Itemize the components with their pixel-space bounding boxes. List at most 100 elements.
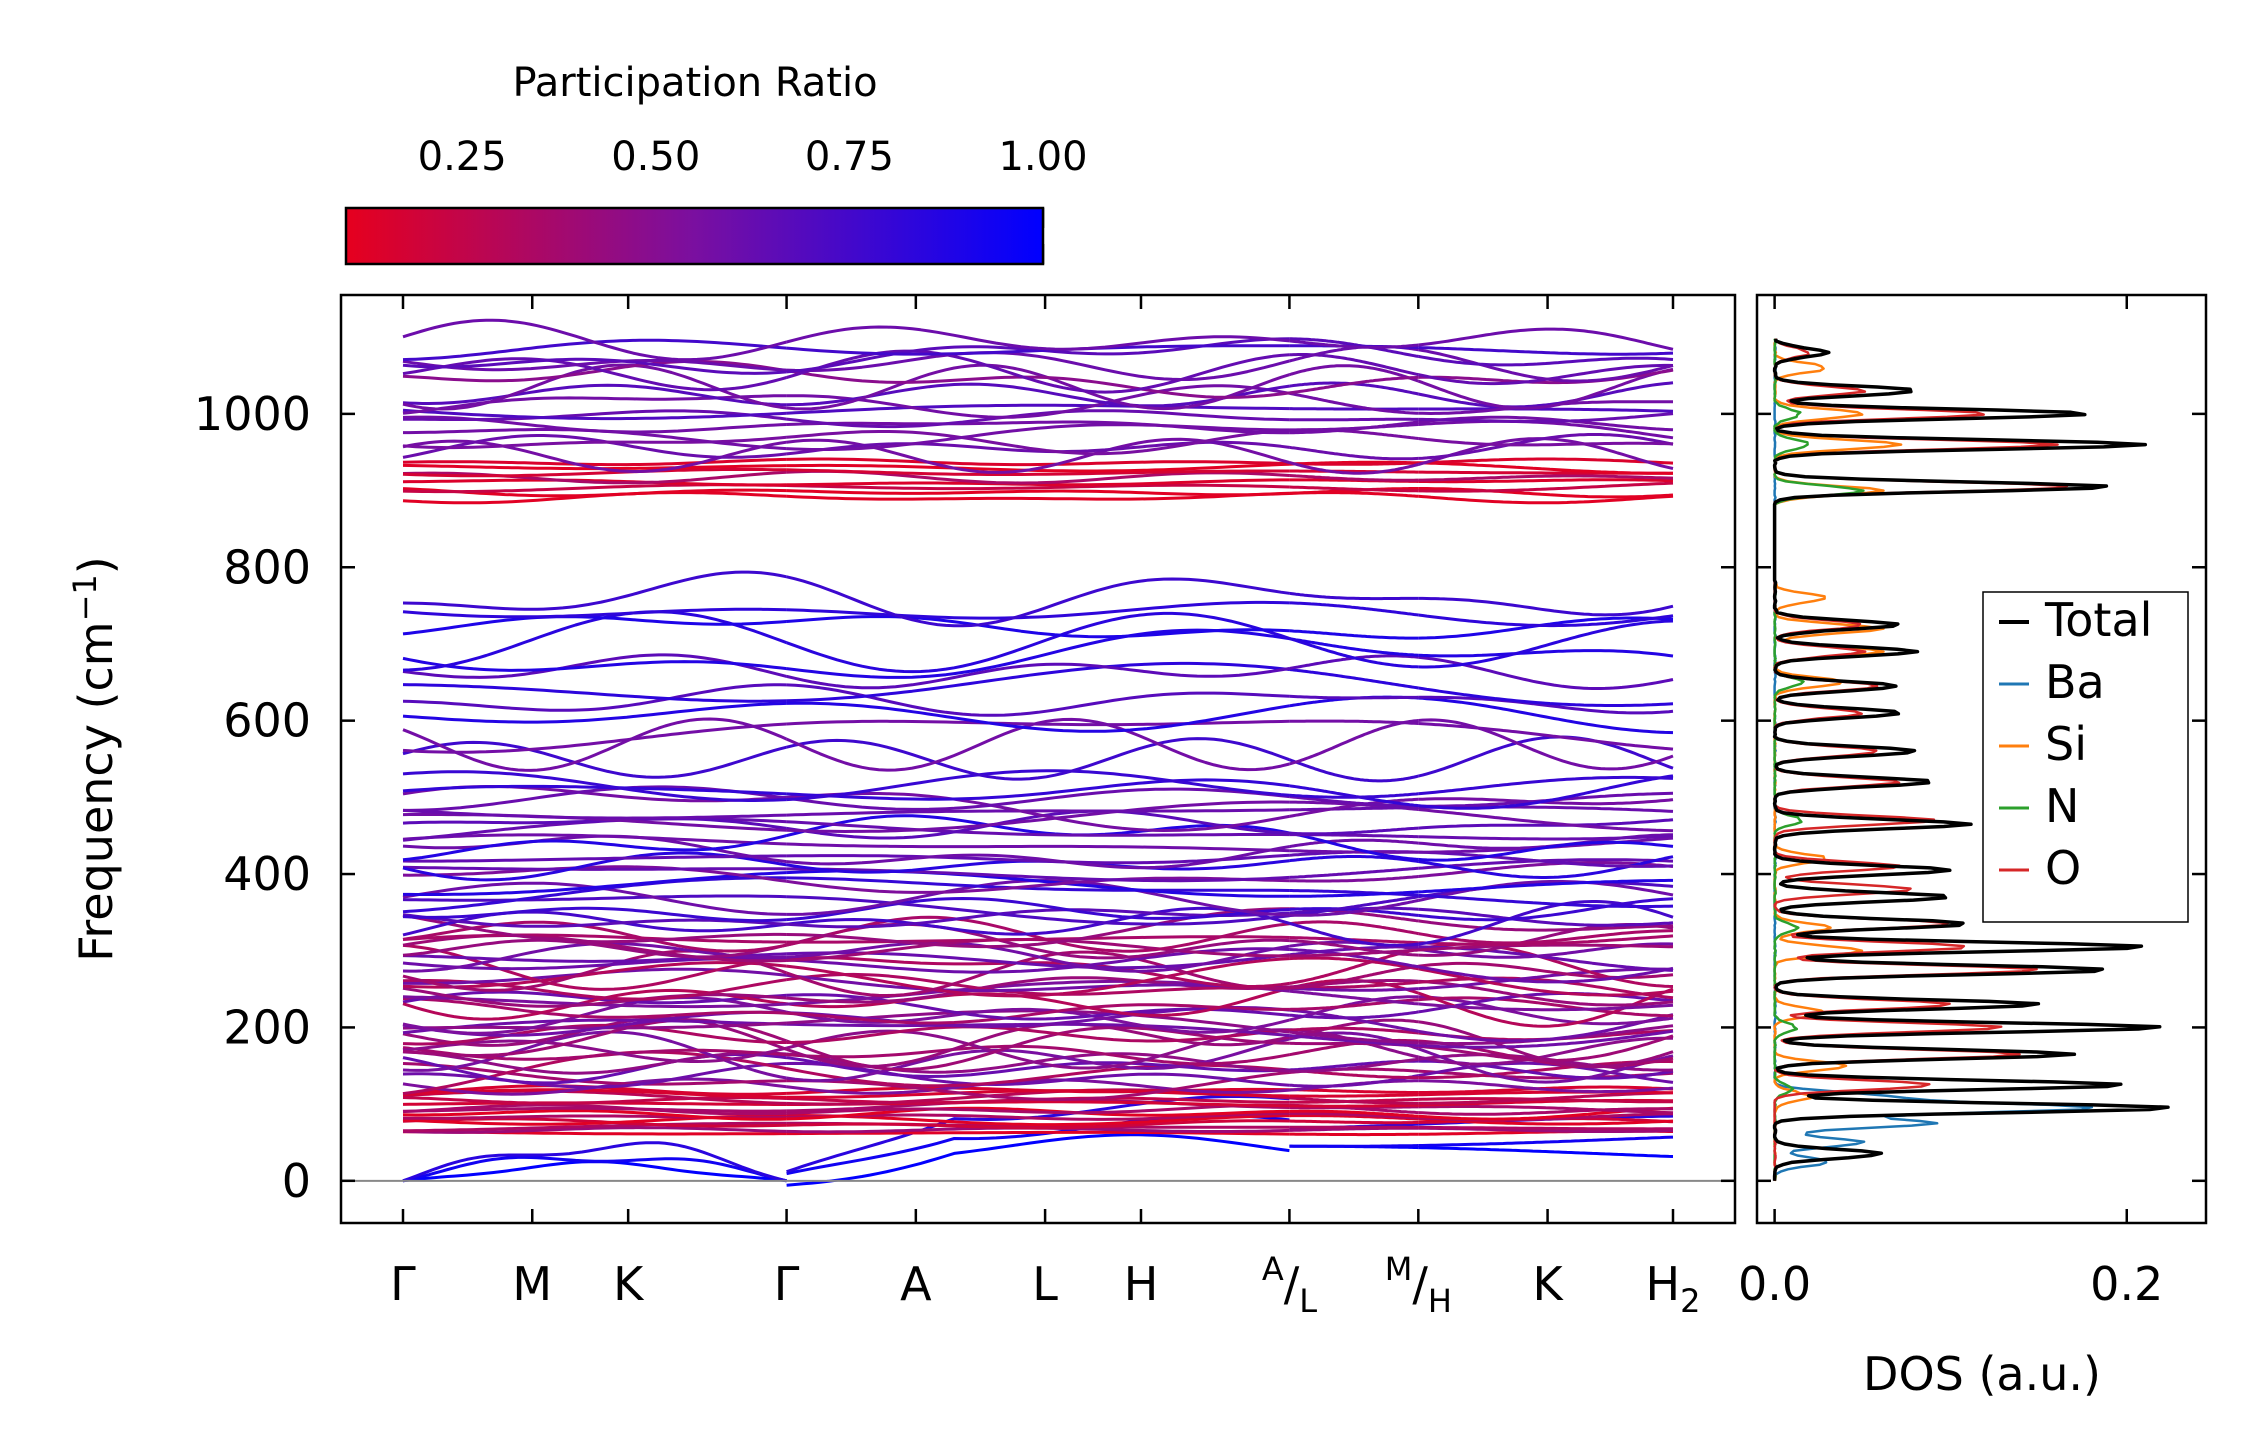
- kpoint-label-base: H: [1646, 1257, 1681, 1311]
- band-line: [1289, 890, 1419, 898]
- band-line: [1418, 649, 1674, 658]
- band-line: [1289, 838, 1419, 849]
- band-line: [1417, 1036, 1673, 1066]
- y-axis-label-sup: −1: [66, 574, 104, 621]
- band-line: [786, 468, 1290, 476]
- band-line: [402, 833, 787, 846]
- band-line: [402, 615, 787, 636]
- band-line: [786, 876, 1290, 894]
- band-line: [1289, 948, 1419, 969]
- band-line: [1289, 1057, 1419, 1073]
- band-line: [786, 1025, 1290, 1044]
- band-line: [1418, 850, 1674, 868]
- band-line: [402, 1023, 787, 1046]
- colorbar-tick-label: 1.00: [998, 134, 1087, 180]
- band-line: [1289, 1008, 1419, 1033]
- band-line: [402, 318, 787, 362]
- band-line: [786, 369, 1290, 399]
- band-line: [786, 457, 1290, 467]
- band-line: [786, 1114, 1290, 1127]
- band-line: [1418, 1029, 1674, 1049]
- band-line: [786, 1007, 1290, 1034]
- band-line: [1289, 806, 1419, 812]
- band-line: [1289, 1034, 1419, 1048]
- band-line: [402, 910, 787, 937]
- band-line: [402, 383, 787, 407]
- band-line: [1289, 995, 1419, 1022]
- band-line: [402, 808, 787, 820]
- band-line: [786, 661, 1290, 703]
- band-line: [1418, 487, 1674, 499]
- band-line: [1418, 878, 1673, 894]
- band-line: [402, 914, 787, 944]
- band-line: [1418, 415, 1674, 432]
- band-line: [786, 869, 1290, 898]
- band-line: [1418, 1020, 1674, 1069]
- band-line: [786, 363, 1290, 411]
- band-line: [786, 808, 1290, 817]
- band-line: [1418, 613, 1674, 628]
- band-line: [402, 784, 787, 796]
- band-line: [786, 382, 1290, 408]
- legend-label: Ba: [2045, 655, 2105, 709]
- band-line: [402, 653, 787, 679]
- band-line: [1418, 655, 1674, 690]
- kpoint-label: M/H: [1385, 1250, 1452, 1320]
- band-line: [786, 1044, 1290, 1066]
- band-line: [786, 423, 1290, 451]
- band-line: [1418, 934, 1674, 946]
- band-line: [786, 1056, 1290, 1078]
- band-line: [1289, 719, 1419, 725]
- band-line: [1289, 694, 1419, 700]
- band-line: [786, 1086, 1290, 1095]
- band-line: [1289, 1088, 1419, 1094]
- band-line: [786, 1112, 1290, 1121]
- band-line: [402, 683, 787, 703]
- band-line: [402, 740, 787, 779]
- band-line: [402, 1141, 787, 1183]
- band-line: [1289, 474, 1419, 482]
- kpoint-label-slash: /: [1412, 1257, 1428, 1311]
- band-line: [786, 683, 1290, 717]
- y-axis-label: Frequency (cm−1): [66, 556, 123, 961]
- band-line: [1289, 920, 1419, 936]
- y-tick-label: 1000: [194, 387, 311, 441]
- band-line: [1418, 1091, 1674, 1105]
- band-line: [1289, 601, 1419, 617]
- band-line: [1418, 965, 1674, 984]
- band-line: [402, 865, 787, 871]
- band-line: [1418, 494, 1674, 505]
- kpoint-label-slash: /: [1284, 1257, 1300, 1311]
- band-line: [1289, 826, 1419, 836]
- band-line: [1418, 696, 1674, 735]
- band-line: [1289, 637, 1419, 657]
- band-line: [786, 1078, 1290, 1095]
- kpoint-label: M: [512, 1257, 552, 1311]
- band-line: [786, 792, 1290, 832]
- band-line: [1289, 461, 1419, 475]
- band-line: [1418, 457, 1674, 465]
- band-line: [402, 865, 787, 883]
- band-line: [1418, 1125, 1673, 1131]
- band-line: [1418, 967, 1674, 997]
- band-line: [1289, 948, 1419, 958]
- band-line: [1289, 849, 1419, 854]
- band-line: [786, 956, 1290, 988]
- band-line: [402, 1096, 787, 1105]
- band-line: [402, 1155, 787, 1183]
- band-line: [786, 403, 1290, 415]
- band-line: [786, 611, 1290, 674]
- y-tick-label: 0: [282, 1154, 311, 1208]
- band-line: [1289, 1132, 1419, 1137]
- band-line: [1418, 1002, 1674, 1012]
- legend-label: Total: [2044, 593, 2152, 647]
- band-line: [402, 961, 787, 989]
- band-line: [402, 408, 787, 421]
- kpoint-label: Γ: [774, 1257, 800, 1311]
- band-line: [786, 867, 1290, 883]
- band-line: [786, 719, 1290, 727]
- band-line: [1289, 1109, 1419, 1118]
- band-line: [1418, 348, 1674, 383]
